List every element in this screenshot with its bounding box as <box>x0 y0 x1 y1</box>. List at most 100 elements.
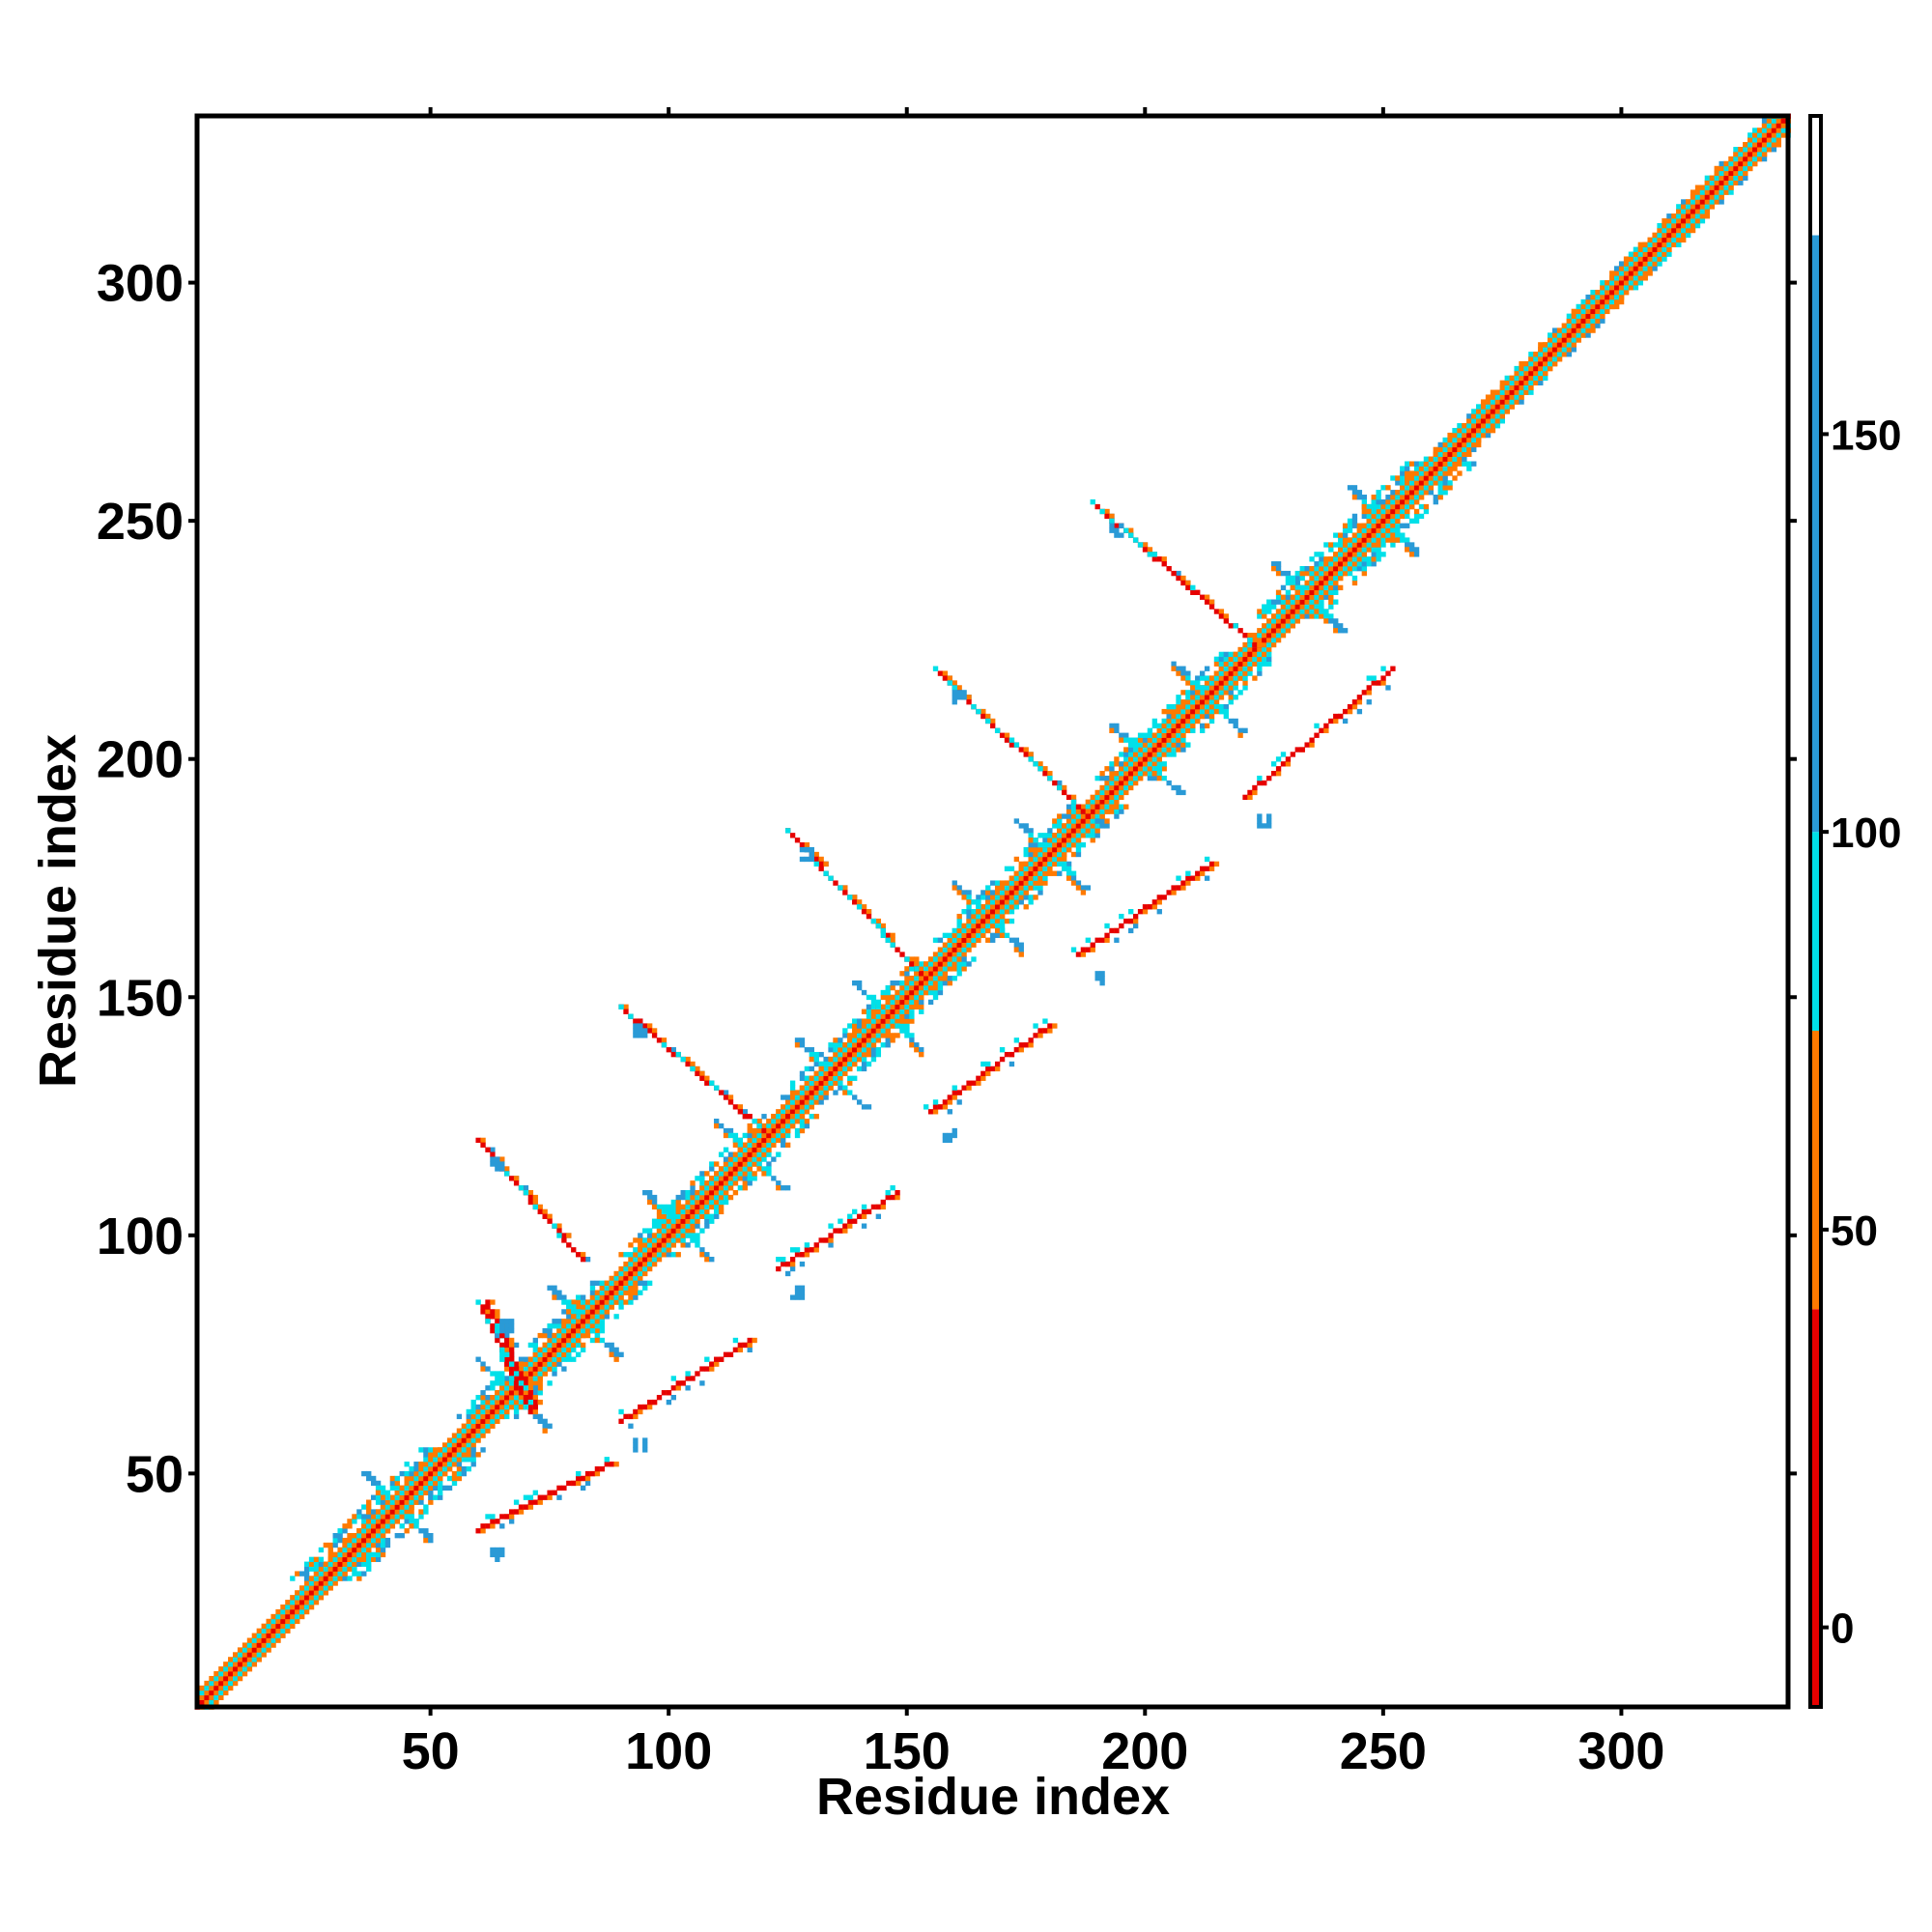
heatmap-cell <box>1437 485 1443 491</box>
heatmap-cell <box>1294 613 1300 619</box>
heatmap-cell <box>1099 818 1105 824</box>
heatmap-cell <box>1466 441 1472 448</box>
heatmap-cell <box>1257 670 1263 676</box>
heatmap-cell <box>1566 342 1573 348</box>
heatmap-cell <box>613 1294 619 1300</box>
heatmap-cell <box>709 1189 715 1196</box>
heatmap-cell <box>709 1176 715 1181</box>
heatmap-cell <box>1600 318 1605 324</box>
heatmap-cell <box>342 1551 348 1558</box>
heatmap-cell <box>1228 685 1234 691</box>
heatmap-cell <box>1070 842 1077 848</box>
heatmap-cell <box>1200 727 1206 733</box>
heatmap-cell <box>433 1447 439 1453</box>
heatmap-cell <box>638 1242 643 1248</box>
heatmap-cell <box>1070 809 1077 814</box>
heatmap-cell <box>1190 704 1196 710</box>
heatmap-cell <box>956 956 962 962</box>
heatmap-cell <box>899 999 905 1006</box>
heatmap-cell <box>1400 508 1406 515</box>
heatmap-cell <box>1057 842 1063 848</box>
heatmap-cell <box>352 1571 357 1577</box>
heatmap-cell <box>1338 532 1344 538</box>
heatmap-cell <box>384 1499 391 1505</box>
heatmap-cell <box>1137 775 1144 781</box>
heatmap-cell <box>566 1332 572 1339</box>
heatmap-cell <box>1485 404 1492 410</box>
heatmap-cell <box>828 1070 834 1077</box>
heatmap-cell <box>651 1257 658 1263</box>
heatmap-cell <box>1405 485 1410 491</box>
heatmap-cell <box>508 1385 515 1391</box>
heatmap-cell <box>1257 613 1263 619</box>
heatmap-cell <box>1094 794 1100 801</box>
heatmap-cell <box>971 956 977 962</box>
heatmap-cell <box>1128 784 1134 791</box>
heatmap-cell <box>1637 275 1643 281</box>
heatmap-cell <box>1571 332 1577 338</box>
heatmap-cell <box>318 1556 325 1562</box>
heatmap-cell <box>1561 332 1568 338</box>
heatmap-cell <box>433 1457 439 1463</box>
heatmap-cell <box>1385 513 1391 520</box>
heatmap-cell <box>1395 523 1401 528</box>
heatmap-cell <box>1390 518 1396 525</box>
heatmap-cell <box>1323 594 1329 600</box>
heatmap-cell <box>1314 589 1320 595</box>
heatmap-cell <box>994 890 1001 895</box>
heatmap-cell <box>1042 833 1048 838</box>
heatmap-cell <box>937 976 944 981</box>
heatmap-cell <box>1509 394 1515 400</box>
heatmap-cell <box>571 1342 577 1349</box>
heatmap-cell <box>1094 775 1100 781</box>
heatmap-cell <box>709 1213 715 1219</box>
heatmap-cell <box>880 1033 886 1038</box>
heatmap-cell <box>833 1065 838 1072</box>
heatmap-cell <box>347 1537 353 1544</box>
heatmap-cell <box>380 1542 386 1548</box>
heatmap-cell <box>295 1600 300 1605</box>
heatmap-cell <box>1052 838 1058 843</box>
heatmap-cell <box>466 1457 471 1463</box>
heatmap-cell <box>623 1261 629 1267</box>
heatmap-cell <box>1576 332 1581 338</box>
heatmap-cell <box>342 1537 348 1544</box>
heatmap-cell <box>308 1595 315 1601</box>
heatmap-cell <box>1023 846 1029 853</box>
heatmap-cell <box>937 961 944 967</box>
heatmap-cell <box>1371 537 1377 543</box>
heatmap-cell <box>1252 675 1258 681</box>
heatmap-cell <box>1233 656 1238 663</box>
heatmap-cell <box>633 1290 639 1295</box>
heatmap-cell <box>1485 413 1492 419</box>
heatmap-cell <box>1023 890 1029 895</box>
heatmap-cell <box>1257 609 1263 614</box>
heatmap-cell <box>1533 370 1539 377</box>
heatmap-cell <box>709 1166 715 1172</box>
heatmap-cell <box>1180 742 1186 748</box>
heatmap-cell <box>737 1185 744 1191</box>
heatmap-cell <box>904 976 910 981</box>
heatmap-cell <box>1323 584 1329 591</box>
heatmap-cell <box>1185 708 1191 715</box>
heatmap-cell <box>352 1547 357 1553</box>
heatmap-cell <box>1408 485 1415 491</box>
heatmap-cell <box>270 1637 276 1643</box>
heatmap-cell <box>685 1194 691 1201</box>
heatmap-cell <box>1328 589 1334 595</box>
heatmap-cell <box>394 1509 400 1515</box>
heatmap-cell <box>690 1194 696 1201</box>
heatmap-cell <box>370 1514 377 1520</box>
heatmap-cell <box>246 1647 253 1653</box>
heatmap-cell <box>413 1494 419 1500</box>
heatmap-cell <box>1204 666 1210 671</box>
heatmap-cell <box>789 1104 796 1110</box>
heatmap-cell <box>1195 704 1201 710</box>
heatmap-cell <box>1590 303 1596 310</box>
heatmap-cell <box>1323 570 1329 577</box>
heatmap-cell <box>1309 609 1315 614</box>
heatmap-cell <box>714 1171 720 1177</box>
heatmap-cell <box>1385 527 1391 533</box>
heatmap-cell <box>1528 370 1534 377</box>
heatmap-cell <box>804 1075 810 1081</box>
